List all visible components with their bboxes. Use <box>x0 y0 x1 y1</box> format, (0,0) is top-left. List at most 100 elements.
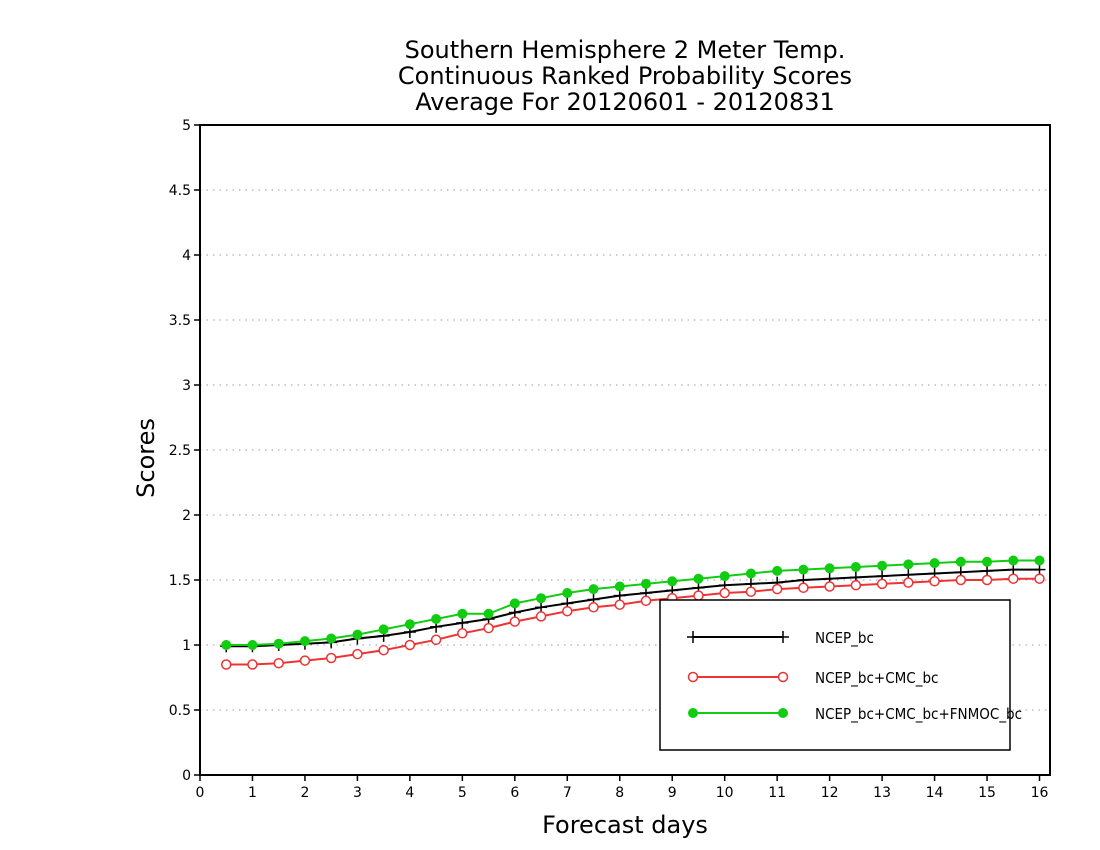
data-point <box>719 571 730 582</box>
data-point <box>1034 555 1045 566</box>
data-point <box>404 619 415 630</box>
x-tick-label: 1 <box>248 785 257 801</box>
data-point <box>771 583 783 595</box>
legend-marker <box>778 708 788 718</box>
x-tick-label: 5 <box>458 785 467 801</box>
data-point <box>850 579 862 591</box>
y-tick-label: 3.5 <box>169 313 191 329</box>
x-tick-label: 11 <box>768 785 786 801</box>
data-point <box>535 611 547 622</box>
data-point <box>588 602 599 613</box>
y-tick-label: 2 <box>182 508 191 524</box>
y-axis-label: Scores <box>132 418 160 498</box>
x-tick-label: 10 <box>716 785 734 801</box>
data-point <box>929 558 940 569</box>
data-point <box>430 634 442 646</box>
chart-title-line-2: Continuous Ranked Probability Scores <box>398 62 852 90</box>
y-tick-label: 4 <box>182 248 191 264</box>
x-tick-label: 2 <box>300 785 309 801</box>
data-point <box>378 624 389 635</box>
data-point <box>824 563 835 574</box>
series-3 <box>221 555 1045 650</box>
chart-title-line-3: Average For 20120601 - 20120831 <box>415 88 835 116</box>
data-point <box>614 581 625 592</box>
data-point <box>745 568 756 579</box>
data-point <box>562 588 573 598</box>
x-axis-label: Forecast days <box>542 811 708 839</box>
data-point <box>982 556 993 567</box>
data-point <box>299 655 311 666</box>
data-point <box>536 593 547 604</box>
y-axis-ticks: 0 0.5 1 1.5 2 2.5 3 3.5 4 4.5 5 <box>169 118 200 784</box>
data-point <box>457 628 468 639</box>
chart-title-line-1: Southern Hemisphere 2 Meter Temp. <box>405 36 846 64</box>
legend-items: NCEP_bc NCEP_bc+CMC_bc NCEP_bc+CMC_bc+FNMO… <box>687 629 1022 724</box>
data-point <box>719 587 730 599</box>
legend-marker <box>777 631 789 643</box>
legend-label: NCEP_bc+CMC_bc <box>815 669 938 688</box>
data-point <box>247 659 258 670</box>
legend-item-2: NCEP_bc+CMC_bc <box>687 669 938 688</box>
legend-box <box>659 599 1011 751</box>
data-point <box>640 578 651 589</box>
data-point <box>745 586 757 597</box>
data-point <box>326 633 337 644</box>
data-point <box>798 582 809 594</box>
data-point <box>220 659 232 670</box>
data-point <box>667 576 678 587</box>
data-point <box>798 564 809 575</box>
x-tick-label: 9 <box>668 785 677 801</box>
data-point <box>273 638 284 649</box>
x-tick-label: 15 <box>978 785 996 801</box>
y-tick-label: 5 <box>182 118 191 134</box>
series-layer <box>220 555 1046 670</box>
data-point <box>614 599 626 610</box>
data-point <box>483 622 494 634</box>
chart-title: Southern Hemisphere 2 Meter Temp. Contin… <box>398 36 852 116</box>
data-point <box>693 573 704 584</box>
x-tick-label: 16 <box>1031 785 1049 801</box>
data-point <box>877 560 888 571</box>
data-point <box>850 562 861 572</box>
data-point <box>247 640 258 650</box>
legend-marker <box>687 671 699 683</box>
y-tick-label: 0.5 <box>169 703 191 719</box>
data-point <box>273 657 284 669</box>
y-tick-label: 3 <box>182 378 191 394</box>
data-point <box>640 595 652 607</box>
data-point <box>981 574 993 586</box>
legend-marker <box>777 671 789 683</box>
data-point <box>1034 573 1045 584</box>
y-tick-label: 0 <box>182 768 191 784</box>
legend-label: NCEP_bc+CMC_bc+FNMOC_bc <box>815 705 1022 724</box>
data-point <box>588 584 599 595</box>
y-tick-label: 1.5 <box>169 573 191 589</box>
data-point <box>378 644 389 656</box>
legend-marker <box>688 708 698 718</box>
y-tick-label: 1 <box>182 638 191 654</box>
y-tick-label: 4.5 <box>169 183 191 199</box>
data-point <box>352 648 363 660</box>
x-tick-label: 4 <box>405 785 414 801</box>
data-point <box>772 565 783 576</box>
data-point <box>876 578 888 590</box>
x-tick-label: 6 <box>510 785 519 801</box>
x-tick-label: 14 <box>926 785 944 801</box>
data-point <box>509 616 521 627</box>
data-point <box>509 598 520 609</box>
data-point <box>457 608 468 619</box>
data-point <box>903 577 914 588</box>
data-point <box>929 576 940 587</box>
legend: NCEP_bc NCEP_bc+CMC_bc NCEP_bc+CMC_bc+FNMO… <box>659 599 1022 751</box>
legend-item-3: NCEP_bc+CMC_bc+FNMOC_bc <box>688 705 1022 724</box>
data-point <box>456 616 469 629</box>
data-point <box>221 640 232 650</box>
legend-marker <box>687 631 699 643</box>
legend-label: NCEP_bc <box>815 629 874 648</box>
data-point <box>1008 555 1019 566</box>
x-tick-label: 13 <box>873 785 891 801</box>
data-point <box>955 574 967 586</box>
data-point <box>693 590 704 601</box>
x-tick-label: 12 <box>821 785 839 801</box>
x-tick-label: 0 <box>196 785 205 801</box>
